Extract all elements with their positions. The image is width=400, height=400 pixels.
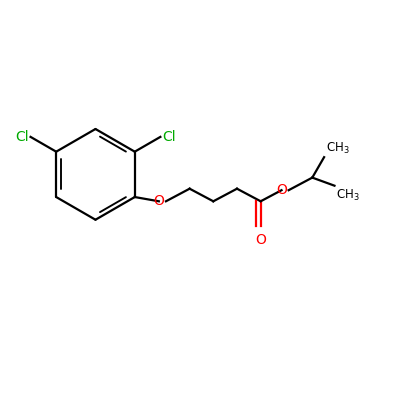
Text: O: O — [255, 233, 266, 247]
Text: Cl: Cl — [15, 130, 29, 144]
Text: O: O — [154, 194, 164, 208]
Text: CH$_3$: CH$_3$ — [336, 188, 360, 203]
Text: O: O — [276, 183, 287, 197]
Text: Cl: Cl — [162, 130, 176, 144]
Text: CH$_3$: CH$_3$ — [326, 141, 350, 156]
